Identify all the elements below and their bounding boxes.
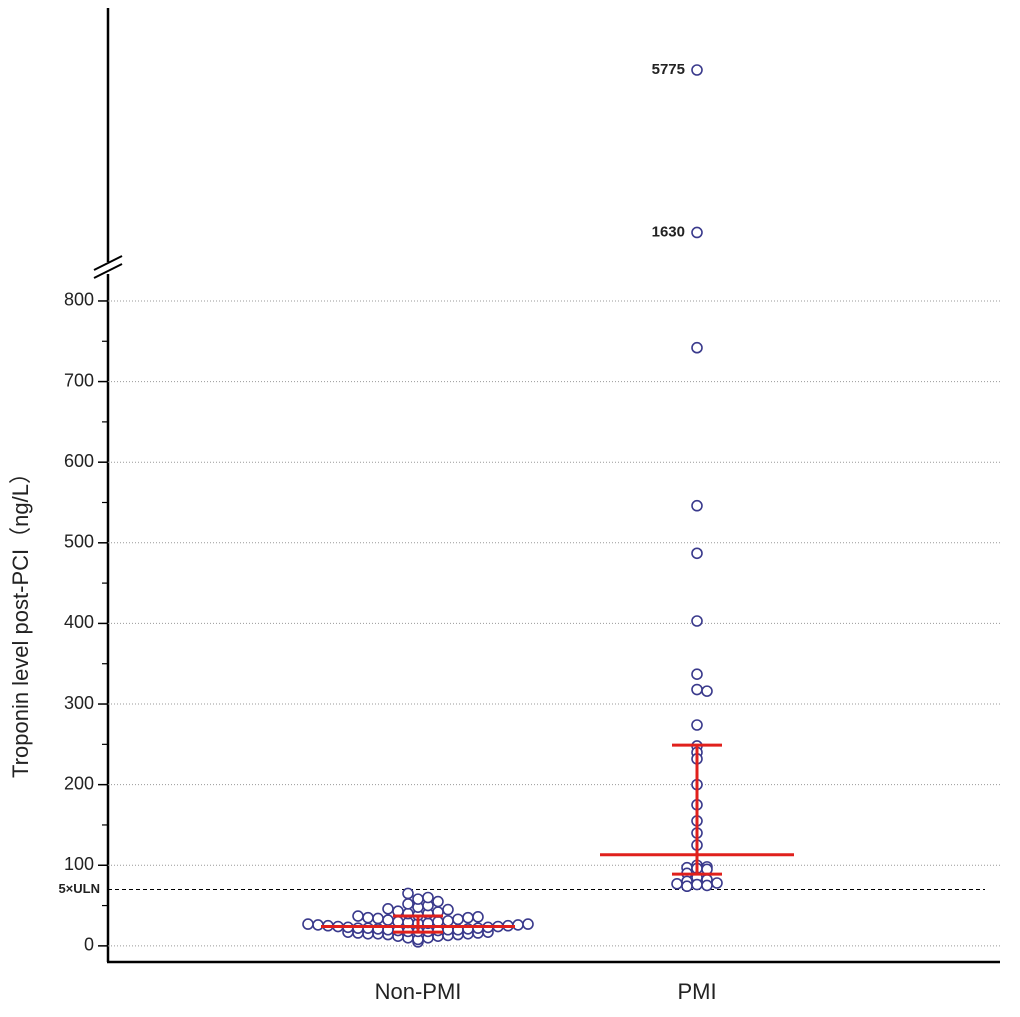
data-point <box>472 911 484 923</box>
data-point <box>522 918 534 930</box>
data-point <box>312 919 324 931</box>
data-point <box>302 918 314 930</box>
data-point <box>412 893 424 905</box>
data-point <box>701 879 713 892</box>
data-point <box>452 913 464 926</box>
data-point <box>382 914 394 926</box>
data-point <box>711 877 723 889</box>
data-point <box>422 891 434 904</box>
x-tick-label: PMI <box>677 979 716 1004</box>
data-point <box>691 226 703 239</box>
point-label: 5775 <box>652 61 685 78</box>
axis-break <box>93 255 123 271</box>
data-point <box>442 903 454 916</box>
y-tick-label: 500 <box>64 532 94 552</box>
data-point <box>691 683 703 696</box>
reference-label: 5×ULN <box>58 881 100 896</box>
data-point <box>691 615 703 627</box>
data-point <box>382 902 394 915</box>
data-point <box>402 898 414 910</box>
data-point <box>691 64 703 76</box>
data-point <box>372 912 384 925</box>
data-point <box>462 911 474 924</box>
data-point <box>352 910 364 922</box>
y-tick-label: 0 <box>84 935 94 955</box>
axis-break <box>93 263 123 279</box>
point-label: 1630 <box>652 223 685 240</box>
data-point <box>681 880 693 893</box>
y-axis-label: Troponin level post-PCI（ng/L） <box>8 462 33 778</box>
data-point <box>691 668 703 681</box>
data-point <box>691 499 703 512</box>
y-tick-label: 300 <box>64 693 94 713</box>
data-point <box>432 895 444 908</box>
y-tick-label: 600 <box>64 451 94 471</box>
data-point <box>362 911 374 924</box>
data-point <box>691 341 703 354</box>
y-tick-label: 100 <box>64 854 94 874</box>
data-point <box>691 547 703 560</box>
y-tick-label: 700 <box>64 370 94 390</box>
data-point <box>442 915 454 927</box>
data-point <box>691 878 703 891</box>
data-point <box>352 922 364 934</box>
data-point <box>362 922 374 934</box>
x-tick-label: Non-PMI <box>375 979 462 1004</box>
y-tick-label: 800 <box>64 290 94 310</box>
data-point <box>472 922 484 934</box>
data-point <box>691 719 703 731</box>
data-point <box>701 685 713 697</box>
data-point <box>671 878 683 890</box>
y-tick-label: 400 <box>64 612 94 632</box>
y-tick-label: 200 <box>64 773 94 793</box>
data-point <box>512 919 524 931</box>
data-point <box>402 887 414 900</box>
